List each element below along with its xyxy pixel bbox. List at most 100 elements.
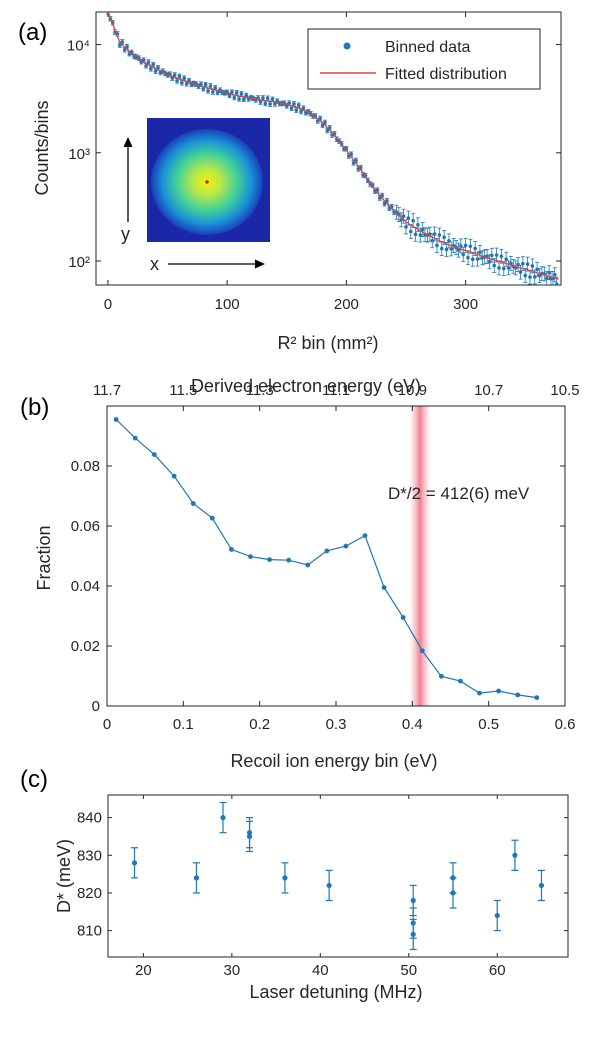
data-point xyxy=(182,76,187,80)
data-point xyxy=(544,276,549,281)
data-point xyxy=(487,259,492,264)
data-point xyxy=(208,84,213,88)
data-point xyxy=(156,65,160,70)
panel-c-label: (c) xyxy=(20,766,48,793)
top-tick-label: 10.5 xyxy=(550,382,579,399)
data-point xyxy=(144,63,148,68)
data-point xyxy=(411,218,415,223)
data-point xyxy=(444,247,449,252)
data-point xyxy=(492,263,497,268)
panel-a-plot-frame xyxy=(95,11,562,286)
data-point xyxy=(246,833,253,840)
data-point xyxy=(420,227,425,232)
panel-b-xlabel: Recoil ion energy bin (eV) xyxy=(230,751,437,771)
data-point xyxy=(289,106,294,111)
data-point xyxy=(132,435,138,441)
data-point xyxy=(324,548,330,554)
data-point xyxy=(149,67,153,71)
data-point xyxy=(171,473,177,479)
data-point xyxy=(326,882,332,889)
panel-c-data xyxy=(131,801,545,951)
data-point xyxy=(131,860,138,866)
data-point xyxy=(475,257,480,261)
panel-a-xlabel: R² bin (mm²) xyxy=(278,333,379,353)
data-point xyxy=(461,252,466,257)
legend-box xyxy=(307,28,541,90)
data-point xyxy=(286,557,292,563)
data-point xyxy=(270,97,275,102)
data-point xyxy=(554,282,559,285)
data-point xyxy=(410,897,416,904)
data-point xyxy=(267,557,272,562)
top-tick-label: 11.7 xyxy=(93,382,121,399)
data-point xyxy=(211,90,215,94)
data-point xyxy=(113,417,119,422)
data-point xyxy=(553,272,557,277)
data-point xyxy=(437,233,442,237)
y-tick-label: 0.08 xyxy=(71,458,100,475)
data-point xyxy=(201,86,206,91)
data-point xyxy=(532,275,537,279)
x-tick-label: 0.4 xyxy=(402,716,423,733)
data-point xyxy=(432,232,437,236)
fitted-curve xyxy=(107,12,559,280)
y-tick-label: 10⁴ xyxy=(67,38,90,55)
data-point xyxy=(193,875,200,881)
data-point xyxy=(430,238,435,243)
inset-center-dot xyxy=(205,180,209,184)
data-point xyxy=(287,101,291,105)
data-point xyxy=(450,890,456,896)
data-point xyxy=(215,90,220,95)
x-tick-label: 0.5 xyxy=(478,716,499,733)
panel-b-data xyxy=(113,417,540,700)
data-point xyxy=(294,108,299,112)
y-tick-label: 0.06 xyxy=(71,518,100,535)
top-tick-label: 11.3 xyxy=(246,382,274,399)
x-tick-label: 0.2 xyxy=(249,716,270,733)
data-point xyxy=(282,875,288,881)
data-point xyxy=(234,90,239,95)
panel-c-plot-frame xyxy=(107,794,569,958)
data-point xyxy=(400,615,406,620)
panel-b-top-axis-title: Derived electron energy (eV) xyxy=(191,376,421,396)
data-point xyxy=(518,270,523,274)
panel-b-annotation: D*/2 = 412(6) meV xyxy=(388,484,530,503)
data-point xyxy=(190,501,196,506)
data-point xyxy=(538,882,545,889)
x-tick-label: 0 xyxy=(104,296,112,313)
data-point xyxy=(172,73,177,77)
panel-a-ticks: 0 100 200 300 10² 10³ 10⁴ xyxy=(67,12,561,313)
data-point xyxy=(120,40,125,44)
data-point xyxy=(237,97,241,101)
data-point xyxy=(180,80,184,85)
data-point xyxy=(220,815,226,821)
data-point xyxy=(413,232,418,237)
data-point xyxy=(499,254,504,259)
data-point xyxy=(242,97,246,102)
y-tick-label: 0.04 xyxy=(71,578,100,595)
data-point xyxy=(463,243,468,248)
panel-a-ylabel: Counts/bins xyxy=(32,100,52,195)
inset-x-arrowhead xyxy=(255,259,265,269)
panel-c-xlabel: Laser detuning (MHz) xyxy=(249,982,422,1002)
top-tick-label: 11.5 xyxy=(169,382,197,399)
data-point xyxy=(525,262,530,266)
data-point xyxy=(296,103,301,108)
y-tick-label: 820 xyxy=(77,885,102,902)
panel-b-label: (b) xyxy=(20,394,49,421)
data-point xyxy=(466,255,470,260)
data-point xyxy=(459,244,463,248)
x-tick-label: 0.3 xyxy=(326,716,347,733)
x-tick-label: 300 xyxy=(453,296,478,313)
data-point xyxy=(206,88,210,93)
y-tick-label: 10² xyxy=(68,254,90,271)
y-tick-label: 10³ xyxy=(68,146,90,163)
data-point xyxy=(410,931,416,937)
data-point xyxy=(268,102,272,106)
highlight-band xyxy=(409,406,431,706)
data-point xyxy=(230,90,234,95)
top-tick-label: 11.1 xyxy=(322,382,350,399)
top-tick-label: 10.9 xyxy=(398,382,427,399)
data-point xyxy=(535,267,539,272)
data-point xyxy=(504,257,508,261)
